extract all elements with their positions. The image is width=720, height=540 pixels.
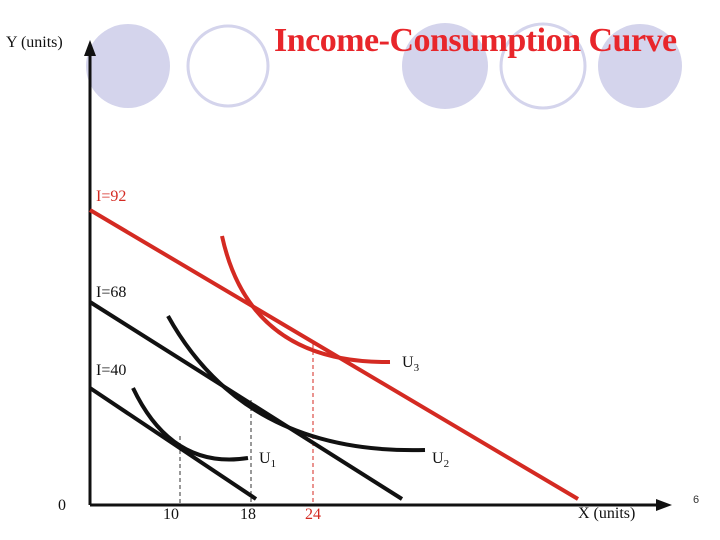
decor-circle-1 [86, 24, 170, 108]
x-tick-18: 18 [240, 506, 256, 523]
indifference-curve-u1 [131, 387, 249, 462]
indifference-curve-u2 [166, 315, 426, 453]
decor-circle-4 [499, 22, 587, 110]
y-axis-label: Y (units) [6, 34, 63, 51]
income-label-i68: I=68 [96, 284, 127, 301]
utility-label-u1: U1 [259, 450, 277, 470]
budget-line-i92 [88, 208, 580, 501]
decor-circle-2 [186, 24, 270, 108]
income-label-i40: I=40 [96, 362, 127, 379]
x-axis-arrow [656, 499, 672, 511]
utility-label-u3: U3 [402, 354, 420, 374]
x-tick-10: 10 [163, 506, 179, 523]
budget-line-i40 [88, 386, 258, 501]
x-tick-24: 24 [305, 506, 321, 523]
decorative-circles [86, 22, 682, 110]
x-axis-label: X (units) [578, 505, 636, 522]
indifference-curve-u3 [220, 235, 391, 365]
budget-line-i68 [88, 300, 404, 501]
income-label-i92: I=92 [96, 188, 127, 205]
decor-circle-3 [402, 23, 488, 109]
utility-label-u2: U2 [432, 450, 450, 470]
origin-label: 0 [58, 497, 66, 514]
decor-circle-5 [598, 24, 682, 108]
y-axis-arrow [84, 40, 96, 56]
page-title: Income-Consumption Curve [274, 22, 677, 59]
slide-number: 6 [693, 494, 700, 506]
